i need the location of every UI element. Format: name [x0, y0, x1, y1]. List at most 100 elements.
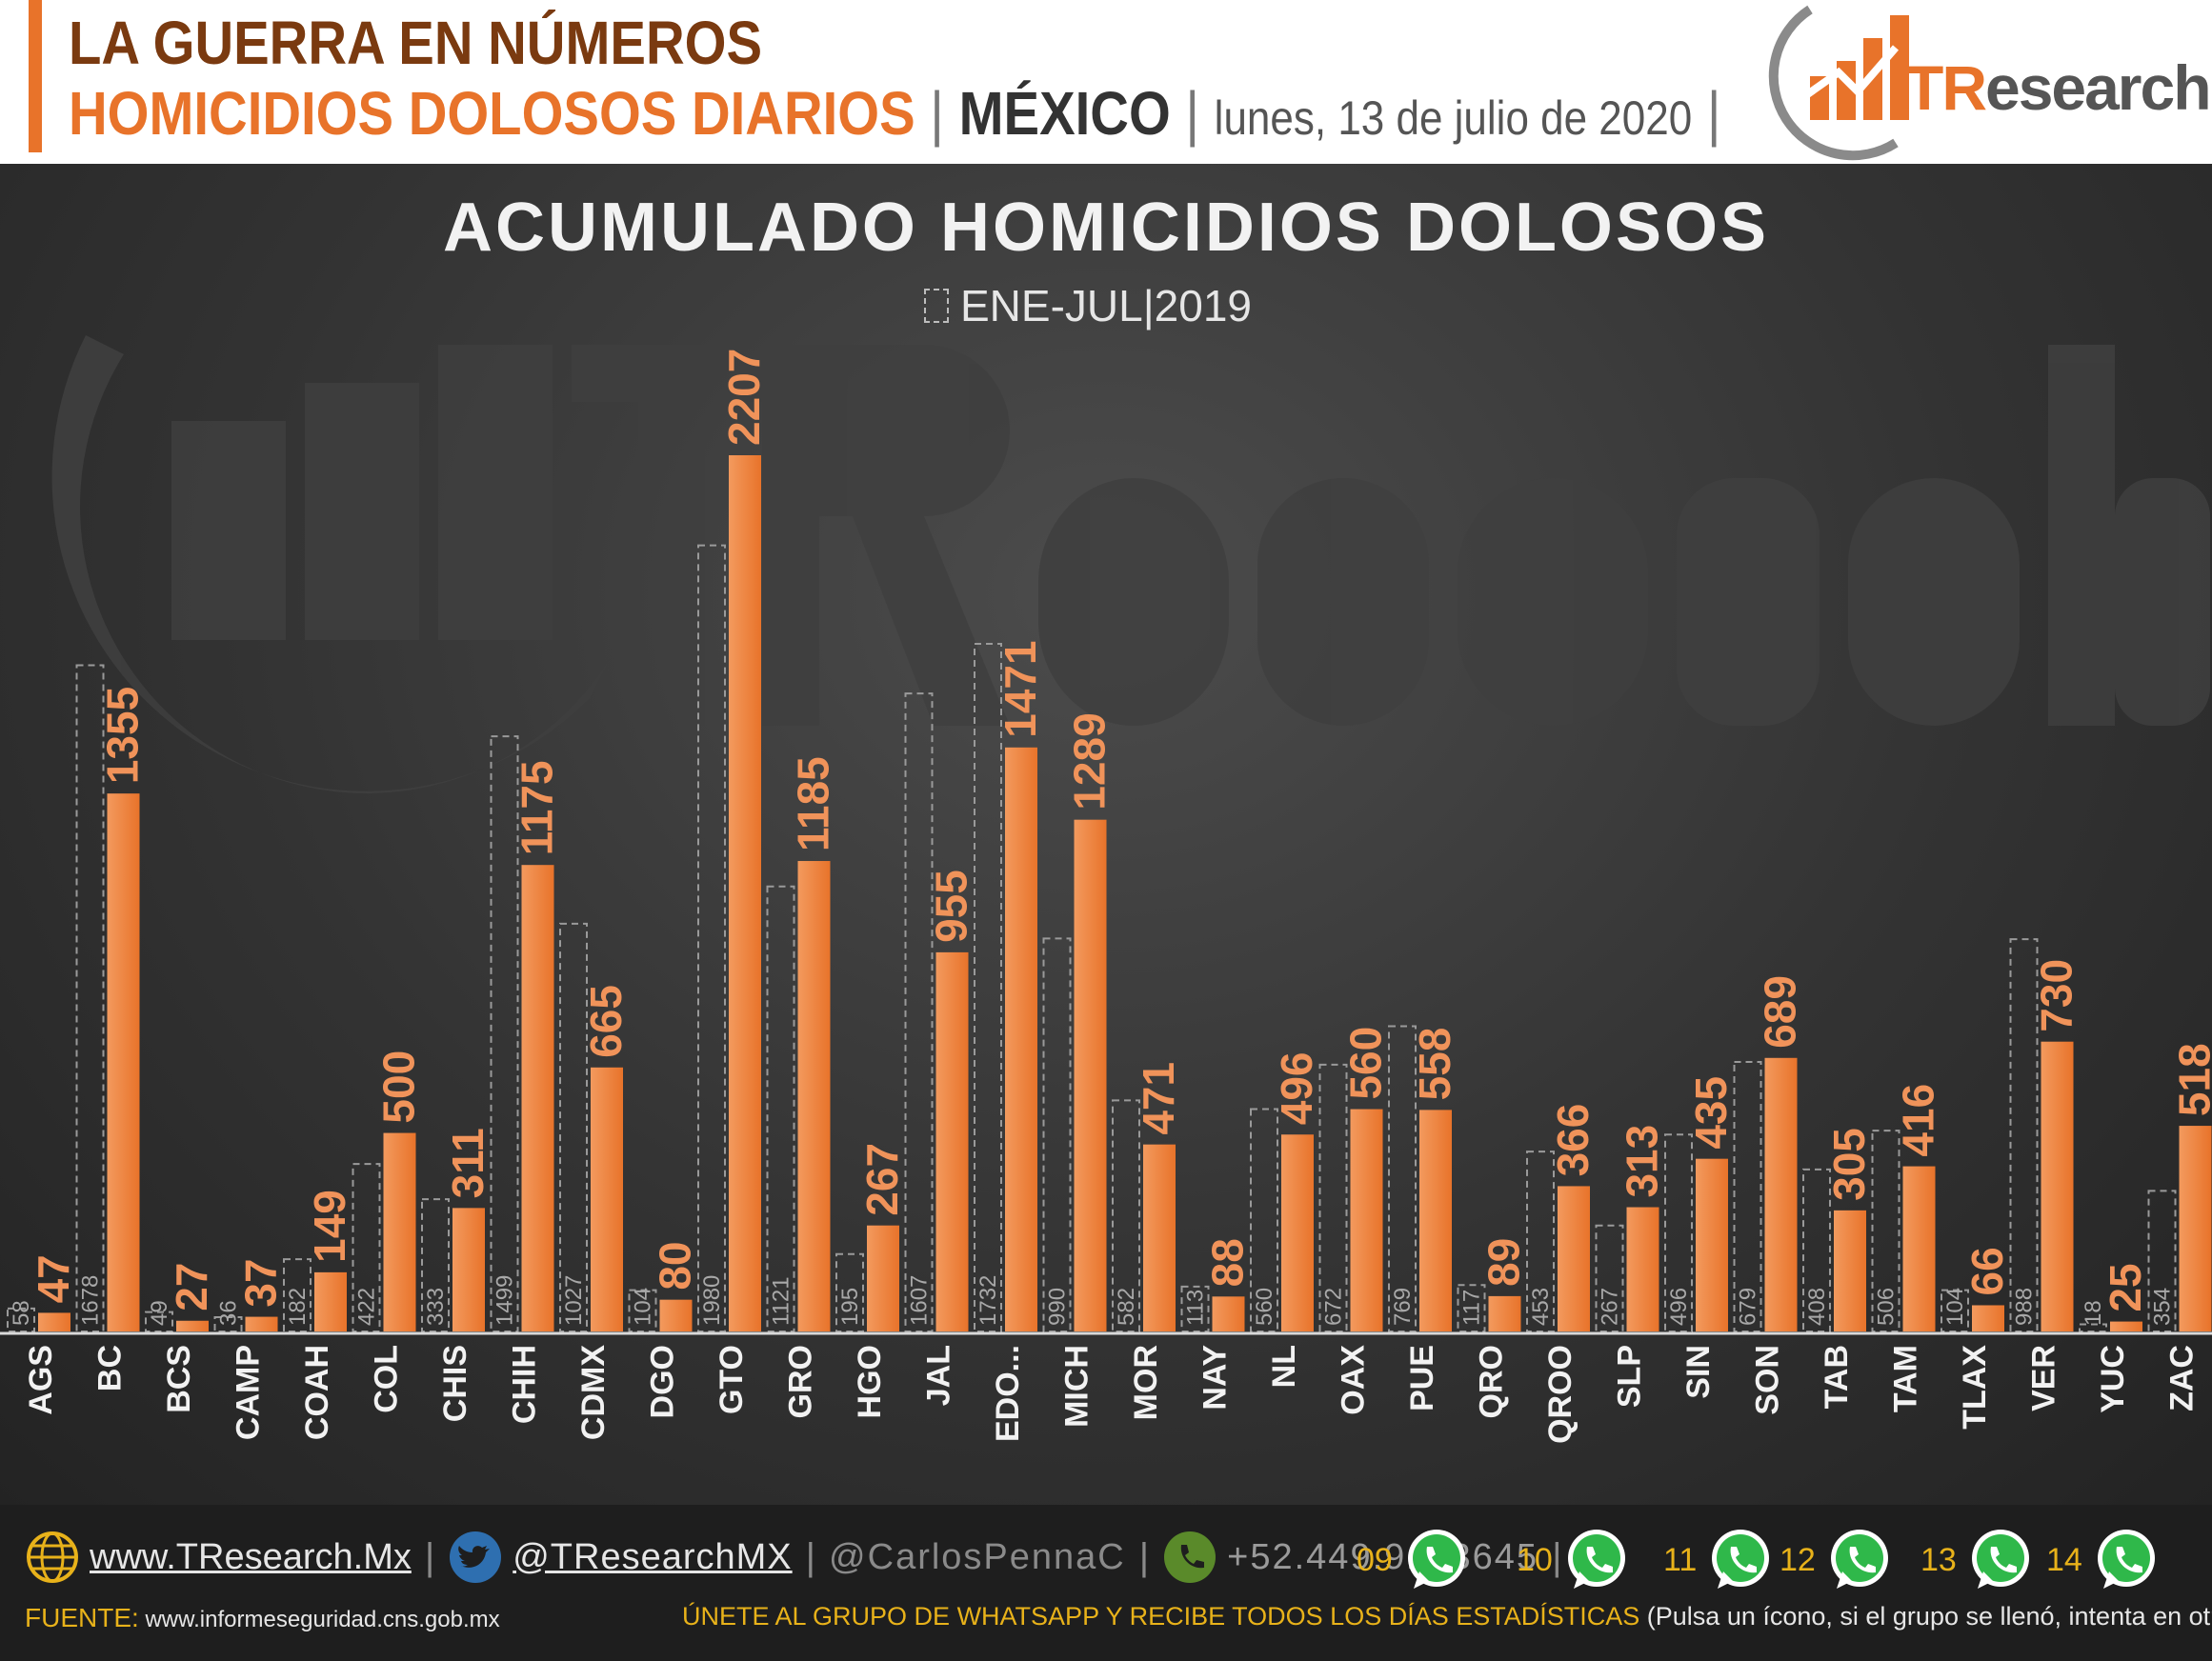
value-label-2020: 689	[1756, 975, 1805, 1049]
bar-2019	[1180, 1285, 1210, 1333]
value-label-2019: 1678	[78, 1275, 104, 1326]
header-subtitle: HOMICIDIOS DOLOSOS DIARIOS	[69, 79, 915, 148]
bar-2019	[1871, 1130, 1900, 1333]
whatsapp-group-button[interactable]: 12	[1780, 1524, 1894, 1596]
value-label-2019: 1980	[699, 1275, 725, 1326]
whatsapp-group-button[interactable]: 14	[2046, 1524, 2161, 1596]
twitter-link[interactable]: @TResearchMX	[513, 1536, 793, 1577]
header-date: lunes, 13 de julio de 2020	[1214, 91, 1693, 145]
whatsapp-icon[interactable]	[1706, 1526, 1775, 1594]
phone-icon	[1164, 1531, 1217, 1583]
bar-2019	[213, 1315, 243, 1332]
bar-2020	[1281, 1134, 1314, 1331]
value-label-2020: 1355	[98, 687, 148, 784]
whatsapp-icon[interactable]	[1966, 1526, 2035, 1594]
bar-2019	[1250, 1108, 1278, 1332]
bar-2020	[659, 1299, 693, 1331]
value-label-2019: 354	[2150, 1288, 2176, 1326]
bar-2019	[974, 643, 1002, 1332]
bar-2019	[559, 922, 588, 1333]
chart-title: ACUMULADO HOMICIDIOS DOLOSOS	[443, 190, 1769, 266]
category-label: MOR	[1128, 1345, 1164, 1420]
bar-2020	[1143, 1144, 1176, 1331]
whatsapp-group-button[interactable]: 09	[1357, 1524, 1471, 1596]
twitter-icon	[450, 1531, 502, 1583]
value-label-2020: 89	[1479, 1238, 1529, 1287]
value-label-2019: 333	[423, 1288, 449, 1326]
value-label-2020: 730	[2032, 959, 2081, 1032]
value-label-2019: 267	[1598, 1288, 1623, 1326]
whatsapp-icon[interactable]	[2092, 1526, 2161, 1594]
value-label-2020: 665	[581, 985, 631, 1058]
category-label: HGO	[852, 1345, 888, 1418]
bar-2019	[145, 1311, 173, 1333]
value-label-2019: 1121	[769, 1276, 794, 1326]
join-whatsapp-line: ÚNETE AL GRUPO DE WHATSAPP Y RECIBE TODO…	[682, 1602, 2212, 1631]
bar-2019	[2079, 1323, 2107, 1332]
bar-2020	[1212, 1296, 1245, 1331]
whatsapp-group-number: 10	[1517, 1541, 1553, 1578]
value-label-2020: 311	[443, 1128, 493, 1198]
bar-2019	[75, 664, 105, 1332]
value-label-2020: 47	[29, 1254, 78, 1303]
bar-2020	[1074, 819, 1107, 1331]
category-label: NL	[1266, 1345, 1302, 1388]
value-label-2019: 182	[285, 1288, 311, 1326]
author-handle: @CarlosPennaC	[829, 1536, 1126, 1577]
category-label: OAX	[1336, 1345, 1372, 1415]
category-label: AGS	[23, 1345, 59, 1415]
source-url: www.informeseguridad.cns.gob.mx	[145, 1607, 500, 1632]
value-label-2020: 1471	[995, 640, 1045, 737]
category-label: EDO...	[990, 1345, 1026, 1442]
value-label-2019: 582	[1114, 1288, 1139, 1326]
bar-2020	[1488, 1295, 1521, 1331]
value-label-2020: 149	[305, 1190, 354, 1263]
bar-2020	[1350, 1109, 1383, 1331]
category-label: ZAC	[2164, 1345, 2201, 1411]
value-label-2020: 80	[651, 1241, 700, 1290]
value-label-2019: 58	[9, 1300, 34, 1326]
value-label-2020: 27	[167, 1263, 216, 1311]
bar-2020	[1972, 1305, 2004, 1331]
bar-2020	[521, 865, 554, 1331]
value-label-2019: 453	[1528, 1288, 1554, 1326]
bar-2020	[38, 1312, 70, 1331]
bar-2019	[1388, 1025, 1417, 1333]
whatsapp-group-button[interactable]: 10	[1517, 1524, 1631, 1596]
whatsapp-group-button[interactable]: 13	[1920, 1524, 2035, 1596]
bar-2020	[729, 455, 761, 1331]
bar-2020	[1005, 747, 1037, 1331]
category-label: GTO	[714, 1345, 750, 1414]
whatsapp-icon[interactable]	[1562, 1526, 1631, 1594]
category-label: SLP	[1612, 1345, 1648, 1408]
value-label-2020: 1175	[513, 760, 562, 855]
footer-separator: |	[805, 1535, 816, 1578]
whatsapp-icon[interactable]	[1825, 1526, 1894, 1594]
value-label-2019: 49	[147, 1300, 172, 1326]
bar-2019	[766, 885, 795, 1332]
whatsapp-group-button[interactable]: 11	[1663, 1524, 1775, 1596]
value-label-2019: 990	[1045, 1288, 1071, 1326]
value-label-2019: 1732	[975, 1275, 1001, 1326]
category-label: JAL	[921, 1345, 957, 1406]
value-label-2020: 955	[927, 870, 976, 943]
category-label: GRO	[783, 1345, 819, 1418]
whatsapp-group-number: 14	[2046, 1541, 2082, 1578]
bar-2019	[2009, 938, 2039, 1332]
category-label: PUE	[1404, 1345, 1440, 1411]
footer-contact-row: www.TResearch.Mx | @TResearchMX | @Carlo…	[25, 1524, 1575, 1591]
bar-2019	[7, 1307, 35, 1333]
value-label-2019: 408	[1804, 1288, 1830, 1326]
bar-2020	[1902, 1166, 1936, 1331]
value-label-2020: 305	[1824, 1128, 1874, 1201]
bar-2019	[1112, 1099, 1140, 1333]
bar-2019	[628, 1289, 657, 1332]
value-label-2020: 416	[1894, 1084, 1943, 1157]
header-accent-bar	[29, 0, 42, 152]
category-label: SIN	[1680, 1345, 1717, 1399]
website-link[interactable]: www.TResearch.Mx	[90, 1536, 412, 1577]
value-label-2020: 366	[1548, 1104, 1598, 1177]
value-label-2019: 18	[2081, 1300, 2106, 1326]
bar-2020	[1626, 1207, 1659, 1331]
whatsapp-icon[interactable]	[1402, 1526, 1471, 1594]
